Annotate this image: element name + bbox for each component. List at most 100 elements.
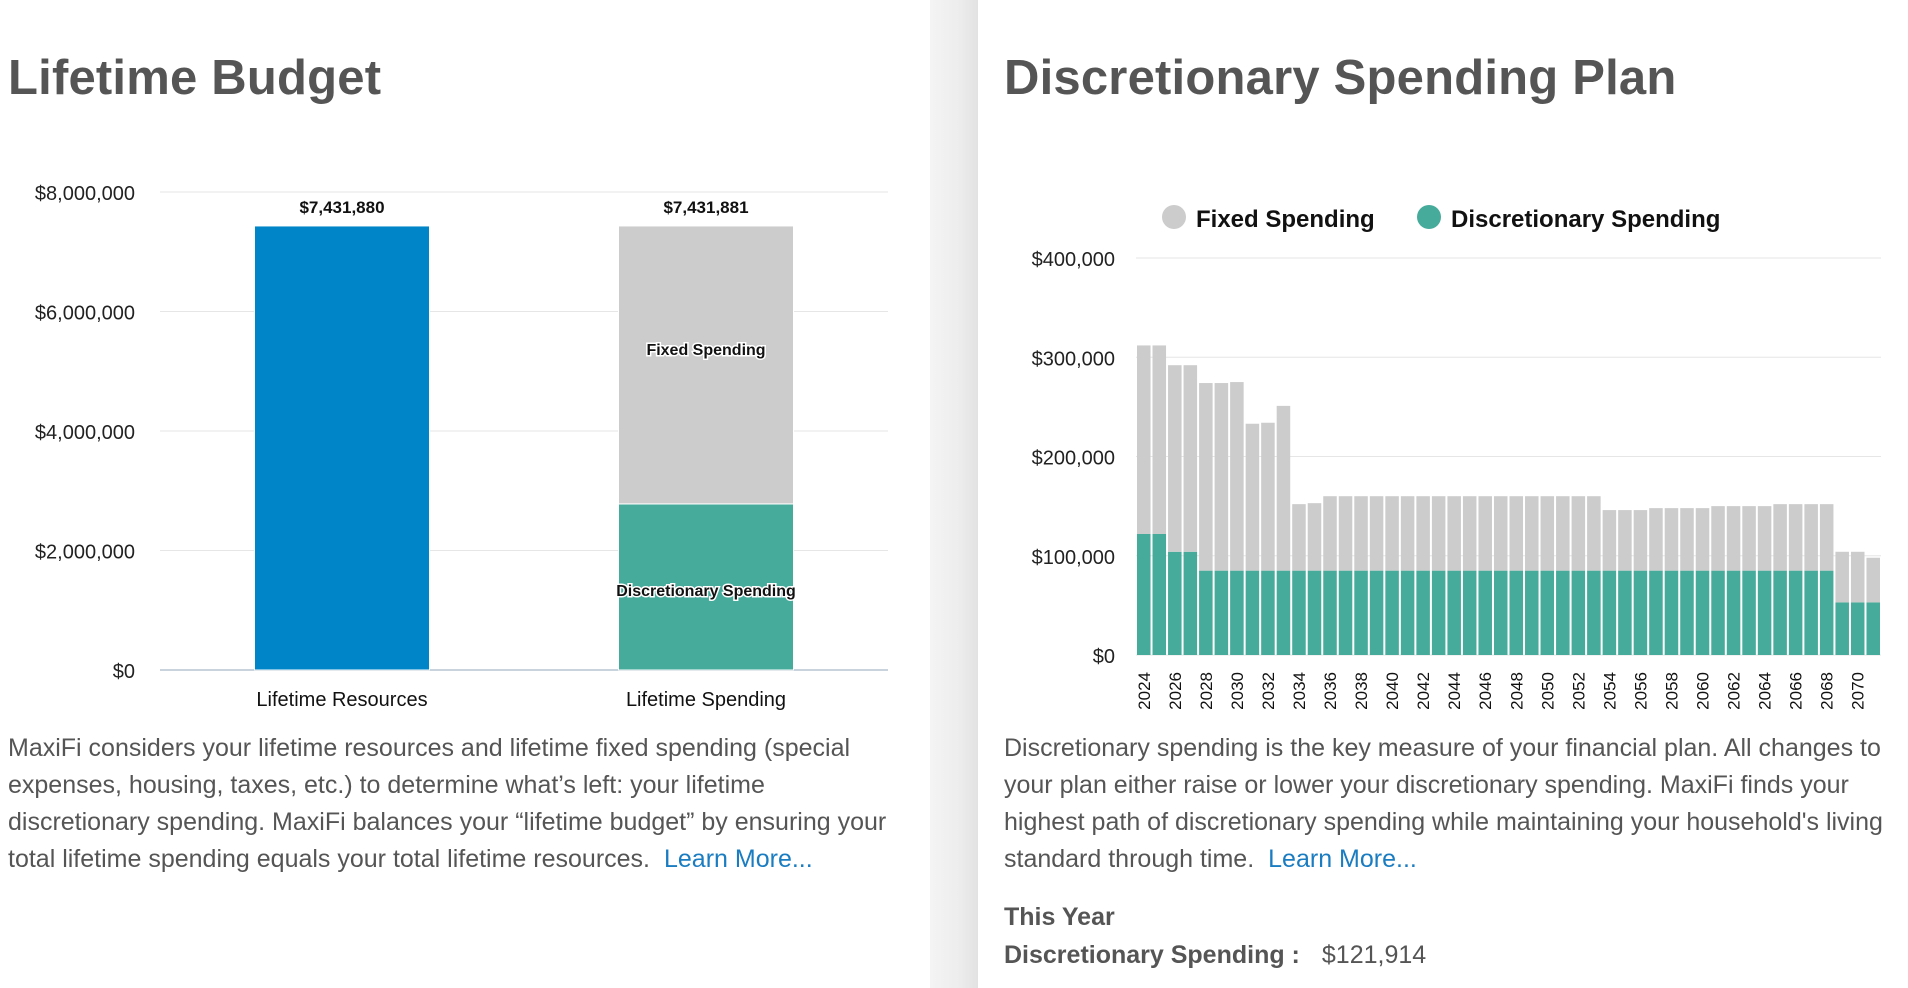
bar-fixed-spending-2029 — [1214, 383, 1229, 571]
bar-fixed-spending-2034 — [1292, 504, 1306, 571]
lifetime-budget-description-text: MaxiFi considers your lifetime resources… — [8, 734, 887, 873]
bar-fixed-spending-2064 — [1757, 506, 1772, 571]
legend-fixed-marker — [1162, 205, 1186, 229]
bar-fixed-spending-2065 — [1773, 504, 1787, 571]
bar-fixed-spending-2060 — [1695, 508, 1710, 571]
bar-discretionary-spending-2057 — [1649, 570, 1663, 655]
x-tick-label: 2030 — [1228, 672, 1247, 710]
x-tick-label: 2064 — [1756, 672, 1775, 710]
bar-fixed-spending-2057 — [1649, 508, 1663, 571]
y-tick-label: $400,000 — [1032, 249, 1115, 271]
bar-discretionary-spending-2054 — [1602, 570, 1617, 655]
bar-fixed-spending-2043 — [1431, 496, 1446, 571]
x-tick-label: 2052 — [1569, 672, 1588, 710]
bar-fixed-spending-2066 — [1788, 504, 1803, 571]
bar-discretionary-spending-2047 — [1493, 570, 1508, 655]
bar-fixed-spending-2042 — [1416, 496, 1430, 571]
x-tick-label: 2066 — [1787, 672, 1806, 710]
bar-discretionary-spending-2044 — [1447, 570, 1461, 655]
bar-fixed-spending-2044 — [1447, 496, 1461, 571]
bar-discretionary-spending-2042 — [1416, 570, 1430, 655]
bar-discretionary-spending-2035 — [1307, 570, 1322, 655]
bar-discretionary-spending-2050 — [1540, 570, 1555, 655]
bar-fixed-spending-2058 — [1664, 508, 1679, 571]
bar-total-label: $7,431,880 — [299, 198, 384, 217]
x-tick-label: 2032 — [1259, 672, 1278, 710]
bar-discretionary-spending-2040 — [1385, 570, 1399, 655]
x-tick-label: 2040 — [1383, 672, 1402, 710]
discretionary-plan-chart: Fixed Spending Discretionary Spending $0 $1… — [1032, 205, 1881, 710]
bar-discretionary-spending-2039 — [1369, 570, 1384, 655]
x-tick-label: 2042 — [1414, 672, 1433, 710]
x-tick-label: 2048 — [1507, 672, 1526, 710]
bar-discretionary-spending-2064 — [1757, 570, 1772, 655]
segment-label: Discretionary Spending — [616, 583, 796, 600]
bar-discretionary-spending-2052 — [1571, 570, 1586, 655]
bar-discretionary-spending-2045 — [1462, 570, 1477, 655]
bar-fixed-spending-2053 — [1587, 496, 1601, 571]
y-tick-label: $4,000,000 — [35, 422, 135, 444]
discretionary-plan-learn-more-link[interactable]: Learn More... — [1268, 845, 1417, 873]
bar-fixed-spending-2045 — [1462, 496, 1477, 571]
bar-discretionary-spending-2067 — [1804, 570, 1818, 655]
x-tick-label: 2046 — [1476, 672, 1495, 710]
bar-discretionary-spending-2038 — [1354, 570, 1368, 655]
bar-fixed-spending-2035 — [1307, 503, 1322, 571]
bar-fixed-spending-2047 — [1493, 496, 1508, 571]
bar-fixed-spending-2040 — [1385, 496, 1399, 571]
bar-fixed-spending-2028 — [1199, 383, 1213, 571]
bar-discretionary-spending-2063 — [1742, 570, 1756, 655]
bar-fixed-spending-2051 — [1556, 496, 1570, 571]
bar-fixed-spending-2052 — [1571, 496, 1586, 571]
bar-discretionary-spending-2055 — [1618, 570, 1632, 655]
bar-fixed-spending-2046 — [1478, 496, 1492, 571]
y-tick-label: $6,000,000 — [35, 303, 135, 325]
bar-fixed-spending-2027 — [1183, 365, 1198, 552]
this-year-discretionary-label: Discretionary Spending : — [1004, 941, 1300, 969]
bar-fixed-spending-2033 — [1276, 405, 1291, 571]
y-tick-label: $200,000 — [1032, 448, 1115, 470]
bar-discretionary-spending-2070 — [1850, 602, 1865, 655]
x-tick-label: 2062 — [1725, 672, 1744, 710]
bar-fixed-spending-2049 — [1525, 496, 1539, 571]
lifetime-budget-title: Lifetime Budget — [8, 51, 382, 105]
bar-fixed-spending-2037 — [1338, 496, 1353, 571]
x-tick-label: 2050 — [1538, 672, 1557, 710]
bar-fixed-spending-2038 — [1354, 496, 1368, 571]
bar-fixed-spending-2031 — [1245, 423, 1260, 571]
bar-lifetime-resources — [254, 225, 430, 671]
bar-discretionary-spending-2051 — [1556, 570, 1570, 655]
bar-fixed-spending-2071 — [1866, 557, 1880, 603]
bar-discretionary-spending-2027 — [1183, 551, 1198, 655]
x-tick-label: 2026 — [1166, 672, 1185, 710]
bar-discretionary-spending-2068 — [1819, 570, 1834, 655]
bar-discretionary-spending — [618, 503, 794, 671]
segment-label: Fixed Spending — [646, 342, 765, 359]
bar-fixed-spending — [618, 225, 794, 505]
bar-fixed-spending-2070 — [1850, 551, 1865, 603]
legend-fixed-label: Fixed Spending — [1196, 206, 1375, 233]
bar-fixed-spending-2032 — [1261, 422, 1275, 571]
x-tick-label: 2054 — [1600, 672, 1619, 710]
x-category-label: Lifetime Spending — [626, 689, 786, 711]
bar-discretionary-spending-2030 — [1230, 570, 1244, 655]
legend-discretionary-marker — [1417, 205, 1441, 229]
x-tick-label: 2070 — [1849, 672, 1868, 710]
bar-fixed-spending-2026 — [1168, 365, 1182, 552]
bar-fixed-spending-2061 — [1711, 506, 1725, 571]
discretionary-plan-description: Discretionary spending is the key measur… — [1004, 730, 1904, 878]
bar-discretionary-spending-2065 — [1773, 570, 1787, 655]
bar-discretionary-spending-2043 — [1431, 570, 1446, 655]
bar-discretionary-spending-2049 — [1525, 570, 1539, 655]
bar-fixed-spending-2030 — [1230, 382, 1244, 571]
bar-discretionary-spending-2024 — [1137, 534, 1151, 655]
lifetime-budget-description: MaxiFi considers your lifetime resources… — [8, 730, 908, 878]
x-tick-label: 2034 — [1290, 672, 1309, 710]
bar-fixed-spending-2056 — [1633, 510, 1648, 571]
this-year-discretionary-value: $121,914 — [1321, 941, 1427, 969]
x-tick-label: 2024 — [1135, 672, 1154, 710]
x-tick-label: 2028 — [1197, 672, 1216, 710]
lifetime-budget-learn-more-link[interactable]: Learn More... — [664, 845, 813, 873]
bar-fixed-spending-2059 — [1680, 508, 1694, 571]
bar-discretionary-spending-2058 — [1664, 570, 1679, 655]
